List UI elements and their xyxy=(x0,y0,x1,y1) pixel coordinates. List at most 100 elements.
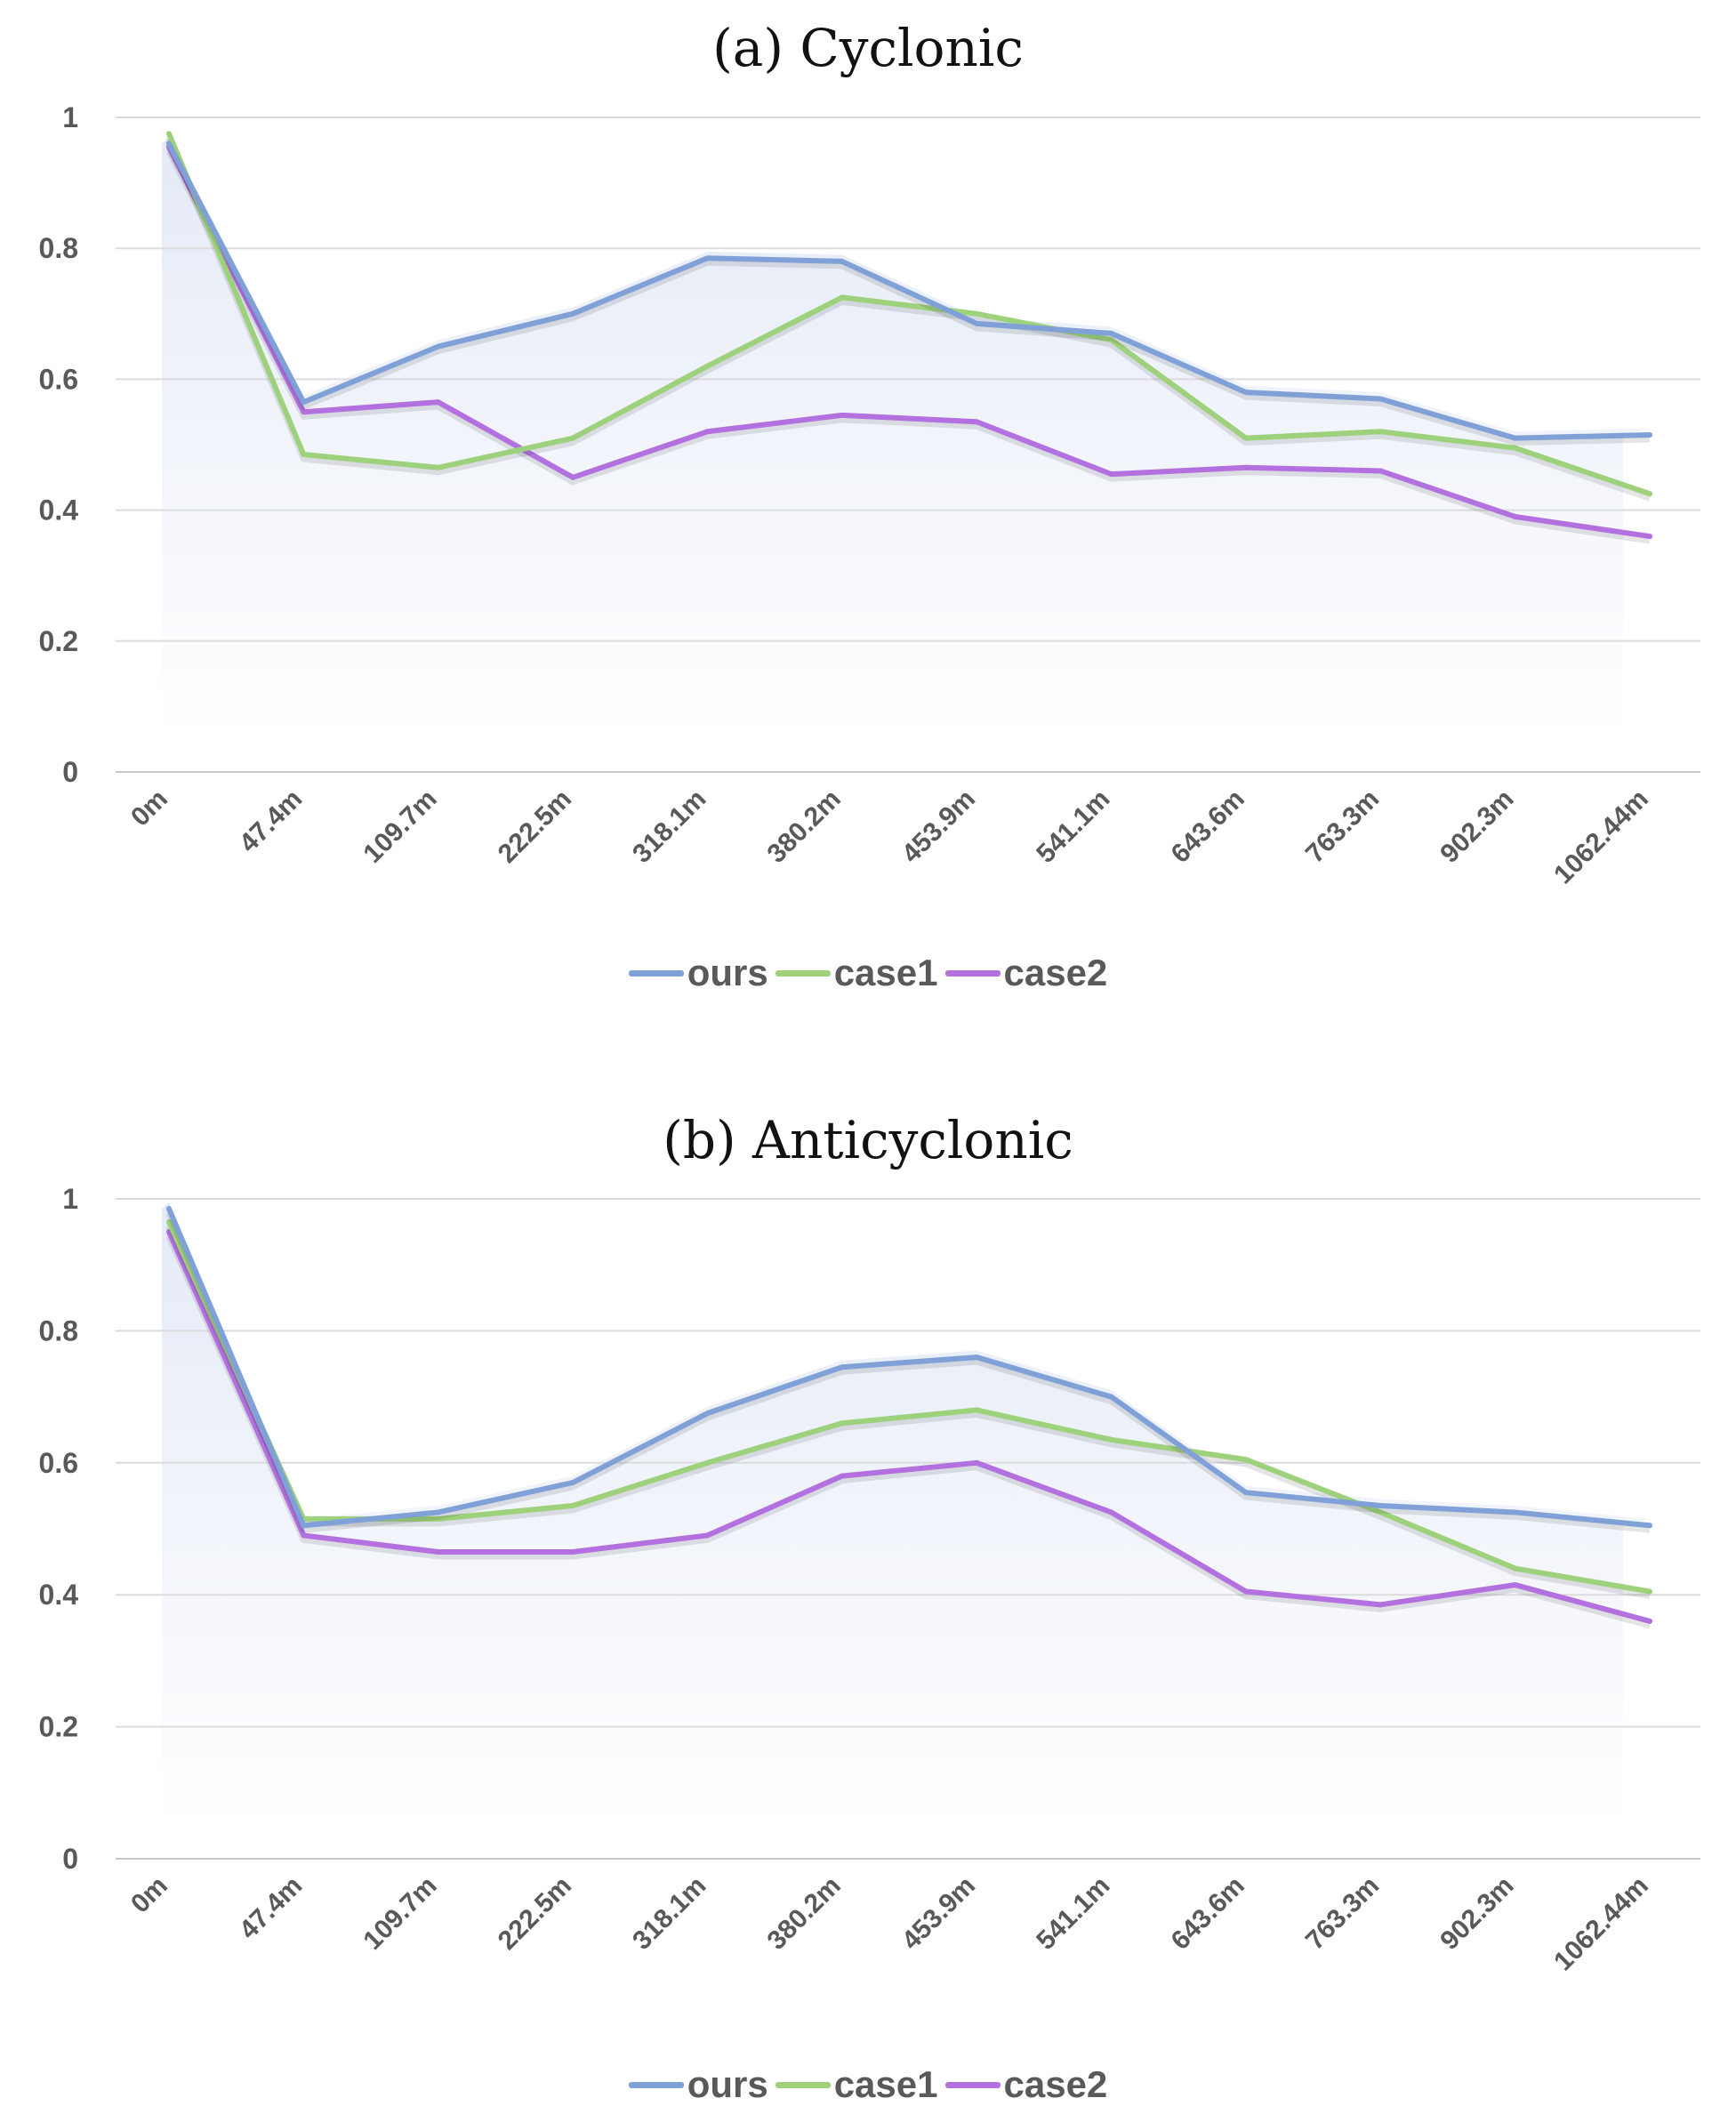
data-point-case2 xyxy=(974,1459,980,1466)
x-tick-label: 453.9m xyxy=(896,1871,981,1956)
x-tick-label: 109.7m xyxy=(358,1871,442,1956)
data-point-case1 xyxy=(839,1420,845,1427)
series-line-shadow-case2 xyxy=(165,1234,1651,1629)
x-tick-label: 453.9m xyxy=(896,784,981,869)
x-tick-label: 643.6m xyxy=(1166,1871,1250,1956)
y-tick-label: 0.2 xyxy=(39,625,78,657)
data-point-case1 xyxy=(839,294,845,301)
data-point-case2 xyxy=(1512,513,1518,519)
legend-label-ours: ours xyxy=(687,2063,768,2105)
data-point-ours xyxy=(1647,431,1652,438)
data-point-case2 xyxy=(1242,464,1249,470)
x-tick-label: 318.1m xyxy=(627,784,711,869)
data-point-case2 xyxy=(301,409,307,415)
y-tick-label: 0.8 xyxy=(39,232,78,264)
legend-item-case2: case2 xyxy=(944,952,1108,994)
x-tick-label: 541.1m xyxy=(1031,784,1115,869)
legend-item-case2: case2 xyxy=(944,2063,1108,2106)
data-point-case2 xyxy=(435,1548,441,1555)
data-point-case2 xyxy=(1512,1582,1518,1588)
y-tick-label: 0.6 xyxy=(39,1447,78,1479)
data-point-ours xyxy=(1108,1394,1114,1400)
data-point-case1 xyxy=(570,435,576,441)
data-point-case2 xyxy=(570,1548,576,1555)
series-line-shadow-case1 xyxy=(165,137,1652,502)
x-tick-label: 222.5m xyxy=(493,784,577,869)
data-point-case2 xyxy=(1647,1618,1652,1624)
x-tick-label: 380.2m xyxy=(761,1871,846,1956)
data-point-case1 xyxy=(1647,1588,1652,1595)
x-tick-label: 47.4m xyxy=(234,1871,308,1945)
data-point-ours xyxy=(839,1364,845,1371)
data-point-case2 xyxy=(301,1532,307,1539)
data-point-ours xyxy=(1512,1509,1518,1515)
data-point-case1 xyxy=(704,1459,711,1466)
series-line-ours xyxy=(166,1206,1652,1529)
x-tick-label: 902.3m xyxy=(1435,784,1519,869)
chart-plot-cyclonic: 0 0.2 0.4 0.6 0.8 1 0m 47.4m 109.7m 222.5m 318.1m 3… xyxy=(39,101,1700,889)
legend-swatch-ours xyxy=(628,969,684,977)
chart-plot-anticyclonic: 0 0.2 0.4 0.6 0.8 1 0m 47.4m 109.7m 222.5m 318.1m 3… xyxy=(39,1183,1700,1977)
data-point-ours xyxy=(301,399,307,406)
legend-swatch-case2 xyxy=(944,969,1001,977)
legend-label-case2: case2 xyxy=(1003,2063,1108,2105)
legend-swatch-case1 xyxy=(775,969,831,977)
y-tick-label: 0.4 xyxy=(39,1579,79,1611)
y-tick-label: 0.4 xyxy=(39,494,79,526)
legend-swatch-case1 xyxy=(775,2081,831,2088)
data-point-ours xyxy=(1378,1503,1384,1509)
x-tick-label: 902.3m xyxy=(1435,1871,1519,1956)
data-point-case1 xyxy=(1378,1509,1384,1515)
series-line-shadow-case1 xyxy=(165,1225,1651,1599)
x-tick-label: 763.3m xyxy=(1300,784,1385,869)
data-point-case1 xyxy=(435,1515,441,1522)
series-line-case2 xyxy=(166,1229,1652,1624)
x-tick-label: 109.7m xyxy=(358,784,442,869)
background-area xyxy=(162,137,1650,736)
data-point-case1 xyxy=(166,1218,172,1225)
data-point-case1 xyxy=(1108,1436,1114,1443)
series-line-case2 xyxy=(166,144,1652,540)
data-point-case1 xyxy=(704,363,711,369)
data-point-case1 xyxy=(974,1407,980,1413)
data-point-case1 xyxy=(1512,445,1518,451)
series-line-ours xyxy=(166,141,1652,441)
data-point-ours xyxy=(570,310,576,317)
data-point-case2 xyxy=(1647,534,1652,540)
x-tick-label: 222.5m xyxy=(493,1871,577,1956)
data-point-case1 xyxy=(1647,491,1652,497)
data-point-ours xyxy=(301,1523,307,1529)
data-point-case2 xyxy=(839,1473,845,1479)
data-point-ours xyxy=(704,1411,711,1417)
y-tick-label: 0 xyxy=(62,756,78,788)
legend-item-ours: ours xyxy=(628,2063,768,2106)
data-point-case1 xyxy=(1378,429,1384,435)
legend-label-case1: case1 xyxy=(833,952,938,993)
data-point-case1 xyxy=(570,1503,576,1509)
legend-item-ours: ours xyxy=(628,952,768,994)
data-point-ours xyxy=(1242,390,1249,396)
series-line-shadow-ours xyxy=(165,146,1651,446)
legend-item-case1: case1 xyxy=(775,2063,938,2106)
chart-legend: ours case1 case2 xyxy=(0,2063,1736,2106)
data-point-ours xyxy=(839,258,845,264)
legend-item-case1: case1 xyxy=(775,952,938,994)
x-tick-label: 1062.44m xyxy=(1548,1871,1654,1977)
data-point-ours xyxy=(704,255,711,261)
data-point-case2 xyxy=(839,412,845,418)
data-point-ours xyxy=(974,320,980,326)
chart-panel-anticyclonic: (b) Anticyclonic 0 0.2 0.4 0.6 0.8 1 0m 47.4m 10… xyxy=(0,1085,1736,2105)
legend-label-case2: case2 xyxy=(1003,952,1108,993)
legend-swatch-ours xyxy=(628,2081,684,2088)
series-line-case1 xyxy=(166,1218,1652,1595)
chart-title: (b) Anticyclonic xyxy=(663,1110,1073,1170)
data-point-ours xyxy=(1242,1490,1249,1496)
series-line-shadow-ours xyxy=(165,1211,1651,1533)
y-tick-label: 1 xyxy=(62,101,78,133)
chart-title: (a) Cyclonic xyxy=(712,18,1024,78)
x-tick-label: 0m xyxy=(125,1871,173,1919)
chart-panel-cyclonic: (a) Cyclonic 0 0.2 0.4 0.6 0.8 1 0m 47.4m 109.7m… xyxy=(0,0,1736,1041)
data-point-ours xyxy=(1108,330,1114,336)
data-point-case1 xyxy=(1242,1457,1249,1463)
data-point-case1 xyxy=(301,452,307,458)
